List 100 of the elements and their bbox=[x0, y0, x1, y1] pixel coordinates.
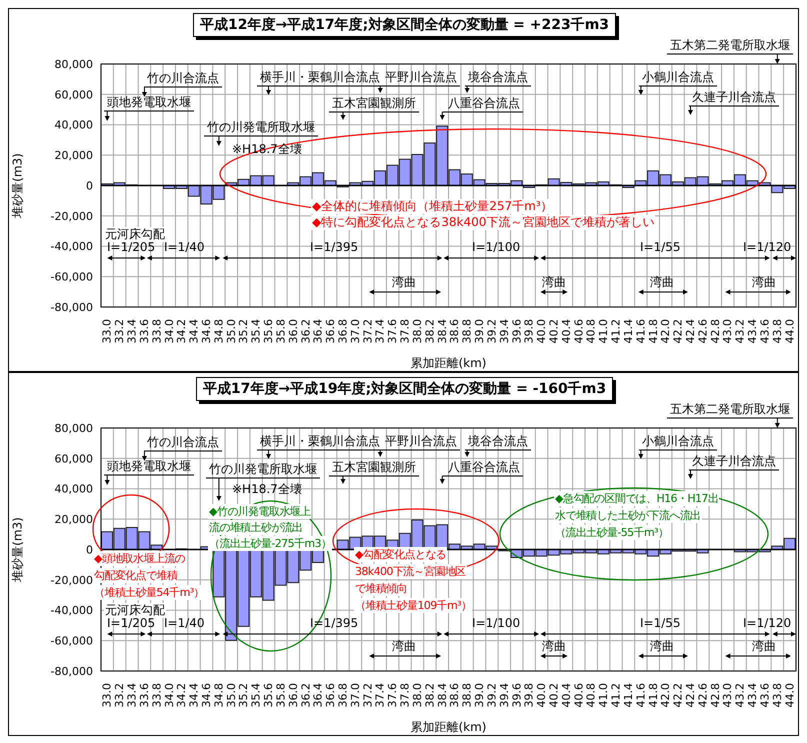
y-tick-label: 0 bbox=[86, 543, 93, 556]
annotation: 水で堆積した土砂が下流へ流出 bbox=[554, 508, 702, 523]
x-tick-label: 42.4 bbox=[684, 683, 698, 708]
annotation: 境谷合流点 bbox=[467, 70, 529, 85]
x-tick-label: 39.8 bbox=[522, 319, 536, 344]
x-tick-label: 33.8 bbox=[150, 683, 164, 708]
x-tick-label: 42.6 bbox=[696, 319, 710, 344]
x-tick-label: 34.6 bbox=[200, 319, 213, 344]
y-tick-label: 20,000 bbox=[54, 149, 93, 162]
x-tick-label: 44.0 bbox=[783, 683, 796, 708]
annotation: 頭地発電取水堰 bbox=[106, 459, 192, 474]
text: 五木第二発電所取水堰 bbox=[669, 38, 791, 53]
x-tick-label: 37.6 bbox=[386, 319, 400, 344]
annotation: ◆竹の川発電取水堰上 bbox=[208, 504, 312, 519]
x-tick-label: 37.8 bbox=[398, 319, 412, 344]
annotation: I=1/55 bbox=[639, 240, 682, 255]
x-tick-label: 36.4 bbox=[312, 683, 325, 708]
x-tick-label: 42.6 bbox=[696, 683, 710, 708]
annotation: I=1/40 bbox=[163, 616, 206, 631]
x-tick-label: 33.2 bbox=[113, 683, 126, 708]
x-tick-label: 35.0 bbox=[224, 683, 238, 708]
x-tick-label: 40.0 bbox=[535, 683, 548, 708]
x-tick-label: 43.6 bbox=[758, 319, 772, 344]
x-tick-label: 38.8 bbox=[460, 683, 474, 708]
x-tick-label: 36.0 bbox=[286, 683, 300, 708]
x-tick-label: 38.2 bbox=[423, 319, 436, 344]
annotation: 竹の川合流点 bbox=[146, 435, 220, 450]
x-tick-label: 37.2 bbox=[361, 319, 374, 344]
y-tick-label: 40,000 bbox=[54, 118, 93, 132]
x-tick-label: 33.6 bbox=[138, 319, 151, 344]
x-tick-label: 43.4 bbox=[746, 683, 760, 708]
annotation: ◆急勾配の区間では、H16・H17出 bbox=[554, 491, 720, 506]
y-tick-label: -40,000 bbox=[50, 604, 93, 618]
x-tick-label: 43.0 bbox=[721, 683, 734, 708]
annotation: ◆全体的に堆積傾向（堆積土砂量257千m³） bbox=[311, 199, 554, 214]
x-tick-label: 39.8 bbox=[522, 683, 536, 708]
x-tick-label: 40.4 bbox=[560, 319, 573, 344]
annotation: で堆積傾向 bbox=[354, 581, 408, 596]
annotation: 38k400下流～宮園地区 bbox=[354, 564, 467, 579]
annotation: （堆積土砂量109千m³） bbox=[354, 598, 472, 613]
x-tick-label: 35.4 bbox=[250, 319, 263, 344]
chart-title: 平成12年度→平成17年度;対象区間全体の変動量 = +223千m3 bbox=[192, 13, 616, 37]
x-tick-label: 41.2 bbox=[610, 683, 623, 708]
x-tick-label: 38.8 bbox=[460, 319, 474, 344]
x-tick-label: 35.2 bbox=[237, 319, 250, 344]
x-tick-label: 37.4 bbox=[374, 683, 387, 708]
x-tick-label: 36.2 bbox=[299, 683, 312, 708]
x-tick-label: 39.6 bbox=[510, 319, 524, 344]
annotation: 湾曲 bbox=[541, 275, 567, 290]
annotation: 小鶴川合流点 bbox=[641, 70, 715, 85]
x-tick-label: 33.2 bbox=[113, 319, 126, 344]
annotation: 元河床勾配 bbox=[104, 603, 166, 618]
x-tick-label: 39.4 bbox=[498, 683, 511, 708]
annotation: （流出土砂量-275千m3） bbox=[208, 536, 332, 551]
annotation: 湾曲 bbox=[751, 639, 777, 654]
x-tick-label: 39.0 bbox=[473, 683, 486, 708]
x-tick-label: 33.0 bbox=[100, 683, 114, 708]
annotation: 湾曲 bbox=[541, 639, 567, 654]
x-tick-label: 43.2 bbox=[734, 683, 747, 708]
x-tick-label: 34.6 bbox=[200, 683, 213, 708]
annotation: 境谷合流点 bbox=[467, 434, 529, 449]
x-tick-label: 34.2 bbox=[175, 319, 188, 344]
chart-title: 平成17年度→平成19年度;対象区間全体の変動量 = -160千m3 bbox=[196, 377, 614, 401]
x-tick-label: 42.2 bbox=[672, 319, 685, 344]
x-tick-label: 43.2 bbox=[734, 319, 747, 344]
annotation: （流出土砂量-55千m³） bbox=[554, 525, 670, 540]
y-tick-label: 80,000 bbox=[54, 58, 93, 71]
x-tick-label: 39.4 bbox=[498, 319, 511, 344]
x-tick-label: 38.6 bbox=[448, 683, 462, 708]
x-tick-label: 42.8 bbox=[708, 683, 722, 708]
x-tick-label: 41.0 bbox=[597, 319, 610, 344]
x-tick-label: 35.6 bbox=[262, 319, 276, 344]
annotation: 流の堆積土砂が流出 bbox=[208, 520, 304, 535]
x-tick-label: 37.6 bbox=[386, 683, 400, 708]
y-tick-label: -40,000 bbox=[50, 240, 93, 254]
annotation: 小鶴川合流点 bbox=[641, 434, 715, 449]
x-tick-label: 35.8 bbox=[274, 319, 288, 344]
x-tick-label: 35.4 bbox=[250, 683, 263, 708]
x-tick-label: 41.2 bbox=[610, 319, 623, 344]
x-tick-label: 40.2 bbox=[547, 319, 560, 344]
x-tick-label: 39.6 bbox=[510, 683, 524, 708]
x-tick-label: 35.6 bbox=[262, 683, 276, 708]
x-tick-label: 41.4 bbox=[622, 319, 635, 344]
x-tick-label: 36.8 bbox=[336, 683, 350, 708]
y-tick-label: 80,000 bbox=[54, 422, 93, 435]
x-tick-label: 42.0 bbox=[659, 683, 672, 708]
annotation: 竹の川合流点 bbox=[146, 71, 220, 86]
annotation: 横手川・栗鶴川合流点 bbox=[259, 434, 381, 449]
x-tick-label: 41.6 bbox=[634, 683, 648, 708]
annotation: ◆勾配変化点となる bbox=[354, 547, 448, 562]
x-tick-label: 41.4 bbox=[622, 683, 635, 708]
annotation: 勾配変化点で堆積 bbox=[93, 568, 178, 583]
x-tick-label: 35.2 bbox=[237, 683, 250, 708]
annotation: 湾曲 bbox=[391, 275, 417, 290]
x-tick-label: 37.2 bbox=[361, 683, 374, 708]
x-tick-label: 38.2 bbox=[423, 683, 436, 708]
annotation: 湾曲 bbox=[391, 639, 417, 654]
x-tick-label: 38.4 bbox=[436, 319, 449, 344]
x-tick-label: 40.6 bbox=[572, 683, 586, 708]
annotation: 五木宮園観測所 bbox=[331, 460, 417, 475]
